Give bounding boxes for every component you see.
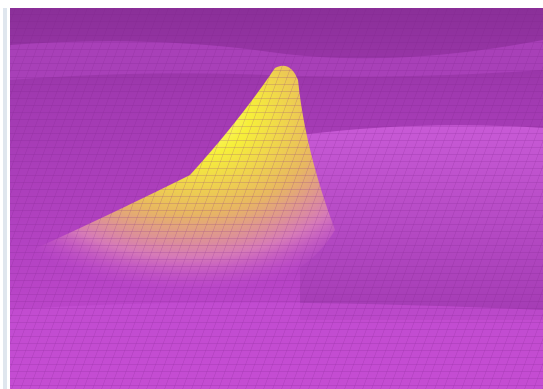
surface-render (0, 0, 543, 389)
left-edge (3, 8, 7, 389)
mesh (10, 8, 543, 389)
page (0, 0, 543, 389)
